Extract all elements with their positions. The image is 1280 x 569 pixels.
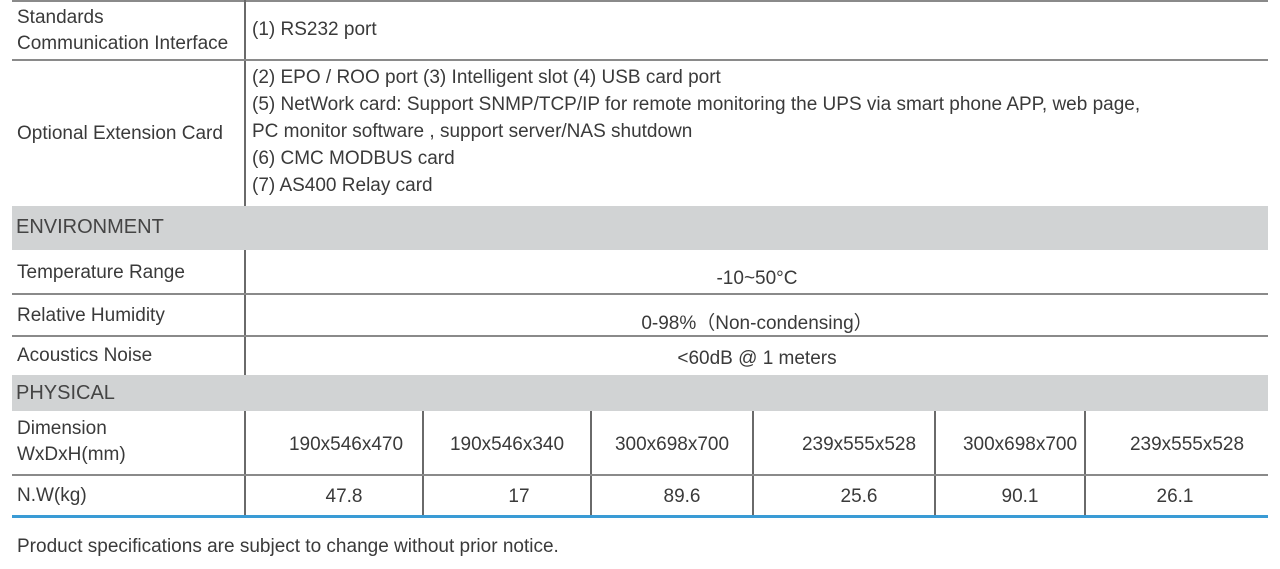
dimension-value: 190x546x470 [288,434,404,455]
weight-value: 90.1 [1001,486,1039,507]
dimension-value: 190x546x340 [449,434,565,455]
dimension-value: 300x698x700 [962,434,1078,455]
table-bottom-rule [12,515,1268,518]
env-value: -10~50°C [716,268,798,289]
comm-value: (1) RS232 port [252,19,377,40]
dimension-value: 300x698x700 [614,434,730,455]
weight-value: 89.6 [663,486,701,507]
weight-value: 17 [508,486,530,507]
env-label: Temperature Range [17,262,185,283]
weight-value: 26.1 [1156,486,1194,507]
environment-header: ENVIRONMENT [12,206,1268,250]
footer-note: Product specifications are subject to ch… [17,536,559,557]
env-value: <60dB @ 1 meters [677,348,837,369]
dimension-value: 239x555x528 [1129,434,1245,455]
env-label: Relative Humidity [17,305,165,326]
ext-label: Optional Extension Card [17,123,223,144]
dimension-value: 239x555x528 [801,434,917,455]
ext-value: (2) EPO / ROO port (3) Intelligent slot … [252,67,1141,196]
weight-label: N.W(kg) [17,485,87,506]
env-label: Acoustics Noise [17,345,153,366]
weight-value: 47.8 [325,486,363,507]
weight-value: 25.6 [840,486,878,507]
dimension-label: Dimension WxDxH(mm) [17,418,126,465]
physical-header: PHYSICAL [12,375,1268,411]
env-value: 0-98%（Non-condensing） [641,313,873,334]
comm-label: Standards Communication Interface [17,7,229,54]
